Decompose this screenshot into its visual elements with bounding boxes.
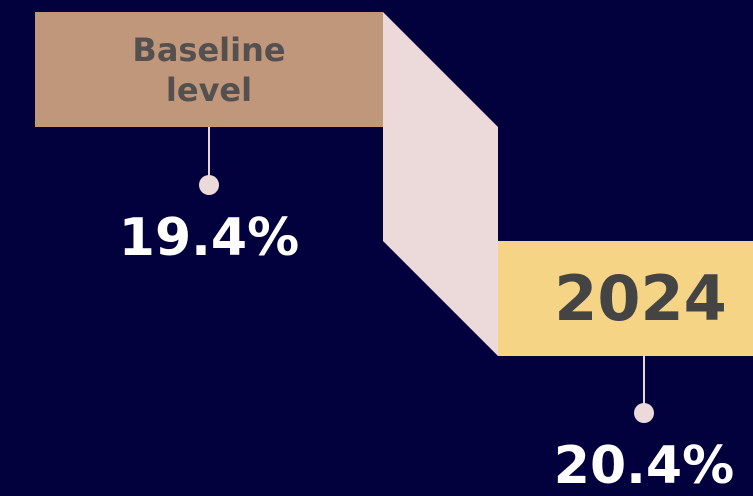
pointer-dot — [634, 403, 654, 423]
step-label: Baseline level — [132, 30, 286, 109]
pointer-dot — [199, 175, 219, 195]
step-label: 2024 — [554, 262, 727, 335]
baseline-box — [35, 12, 383, 127]
step-value: 20.4% — [553, 436, 735, 496]
year-box — [498, 241, 753, 356]
connector — [383, 12, 498, 356]
step-value: 19.4% — [118, 208, 300, 268]
